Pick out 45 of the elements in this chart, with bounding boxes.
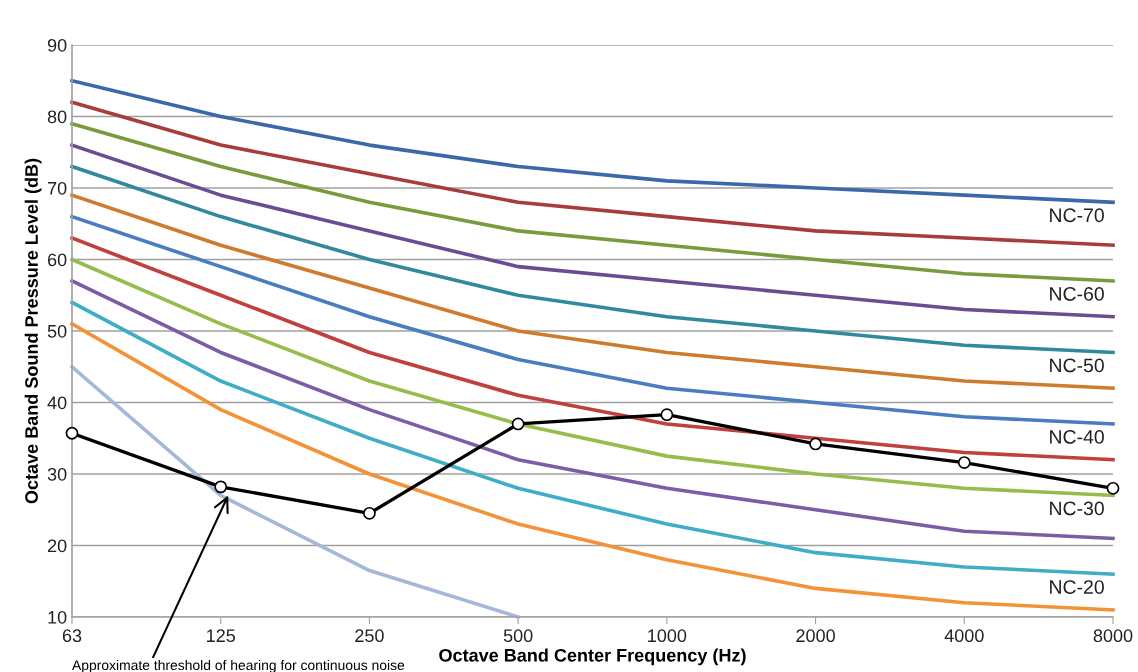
point: [809, 437, 822, 451]
line-series: [70, 78, 1115, 205]
y-axis-title: Octave Band Sound Pressure Level (dB): [24, 158, 42, 504]
point: [65, 426, 79, 440]
y-tick-label: 30: [47, 467, 67, 481]
x-tick-label: 125: [207, 629, 236, 643]
line-series: [70, 364, 520, 619]
x-tick-label: 63: [62, 629, 82, 643]
series-label: NC-40: [1050, 430, 1104, 444]
line-series: [70, 164, 1115, 355]
x-axis-title: Octave Band Center Frequency (Hz): [439, 648, 746, 666]
series-label: NC-70: [1050, 208, 1104, 223]
x-tick-label: 500: [503, 629, 533, 643]
y-tick-label: 10: [48, 610, 67, 624]
series-label: NC-50: [1050, 358, 1104, 373]
point: [214, 480, 228, 494]
point: [363, 506, 376, 520]
x-tick-label: 2000: [796, 629, 835, 643]
x-tick-label: 1000: [648, 629, 687, 643]
line-series: [70, 143, 1115, 319]
point: [1106, 481, 1120, 495]
y-tick-label: 70: [47, 181, 67, 195]
series-label: NC-20: [1050, 580, 1104, 594]
line-series: [70, 100, 1115, 248]
line-series: [70, 322, 1115, 612]
x-tick-label: 4000: [944, 629, 984, 643]
y-tick-label: 90: [47, 38, 67, 52]
point: [511, 417, 525, 431]
point: [957, 456, 971, 469]
annotation: Approximate threshold of hearing for continuous noise: [72, 659, 405, 672]
x-tick-label: 250: [355, 629, 384, 643]
x-tick-label: 8000: [1093, 629, 1133, 643]
y-tick-label: 60: [47, 253, 67, 267]
line-series: [70, 300, 1115, 576]
point: [660, 408, 674, 422]
line-series: [70, 193, 1115, 391]
series-label: NC-30: [1050, 501, 1104, 516]
y-tick-label: 40: [47, 396, 67, 410]
series-label: NC-60: [1050, 287, 1104, 301]
line-series: [70, 236, 1115, 462]
line-series: [70, 279, 1115, 541]
y-tick-label: 20: [47, 539, 67, 553]
line-series: [70, 121, 1115, 283]
y-tick-label: 80: [47, 110, 67, 124]
y-tick-label: 50: [47, 324, 67, 338]
